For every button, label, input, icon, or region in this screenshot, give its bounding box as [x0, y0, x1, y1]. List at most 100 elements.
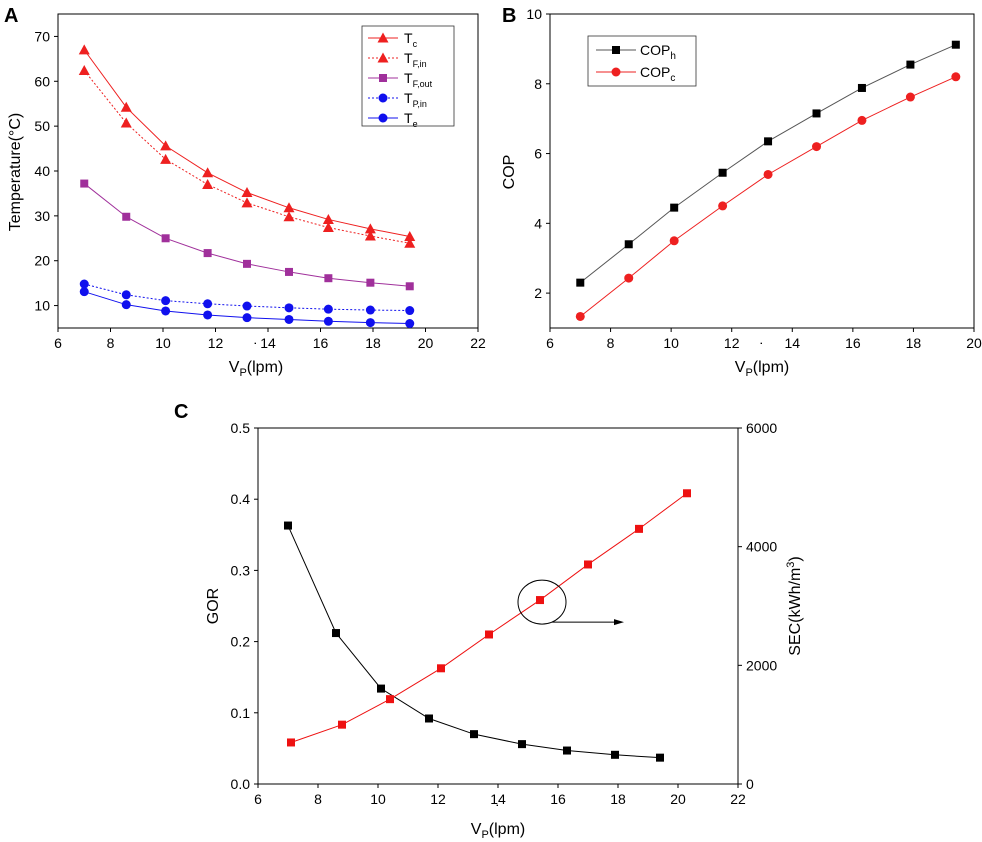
- panel-b-legend-box: [587, 35, 697, 87]
- panel-c-ticks: 6 8 10 12 14 16 18 20 22 0.0 0.1 0.2 0.3 0.4 0.5 0 2000 4…: [231, 420, 778, 807]
- data-point-COPh: [857, 83, 866, 92]
- panel-a-y-tick-label: 70: [34, 28, 50, 44]
- panel-c: C 6 8 10 12 14 16 18 20 22 0.0 0.1 0.2 0.3 0.4 0.5 0 200…: [174, 401, 804, 841]
- panel-a-x-tick-label: 16: [313, 335, 329, 351]
- data-point-TF,out: [161, 234, 170, 243]
- data-point-TP,in: [79, 279, 89, 289]
- panel-c-left-y-axis-label: GOR: [205, 588, 222, 624]
- panel-c-x-tick-label: 18: [610, 791, 626, 807]
- legend-label-Te: Te: [404, 110, 418, 129]
- data-point-COPh: [906, 60, 915, 69]
- panel-b-y-axis-label: COP: [501, 155, 518, 190]
- legend-marker-COPh: [612, 46, 620, 54]
- panel-b-plot-frame: [549, 13, 975, 329]
- panel-a-legend-box: [361, 25, 455, 127]
- data-point-Tc: [283, 202, 295, 213]
- annotation-arrow-head: [614, 619, 624, 626]
- panel-c-x-tick-label: 22: [730, 791, 746, 807]
- data-point-TF,in: [120, 117, 132, 128]
- panel-c-annotation: [517, 579, 624, 626]
- data-point-TP,in: [365, 305, 375, 315]
- data-point-GOR: [284, 521, 292, 530]
- data-point-SEC: [437, 664, 445, 673]
- panel-c-y-right-tick-label: 6000: [746, 420, 777, 436]
- panel-a-x-axis-label: VP(lpm): [229, 359, 283, 379]
- panel-a-letter: A: [4, 5, 18, 27]
- data-point-COPc: [812, 142, 822, 152]
- panel-a-x-tick-label: 18: [365, 335, 381, 351]
- data-point-TF,in: [78, 65, 90, 76]
- data-point-TP,in: [323, 304, 333, 314]
- data-point-COPh: [951, 40, 960, 49]
- data-point-Tc: [404, 230, 416, 241]
- data-point-TF,in: [241, 197, 253, 208]
- legend-label-COPc: COPc: [640, 64, 675, 84]
- panel-a-ticks: 6 8 10 12 14 16 18 20 22 10 20 30 40 50 60 70: [34, 28, 486, 351]
- data-point-TF,out: [366, 278, 375, 287]
- legend-marker-TP,in: [378, 93, 388, 103]
- data-point-TP,in: [121, 290, 131, 300]
- data-point-GOR: [425, 714, 433, 723]
- panel-b-x-axis-label: VP(lpm): [735, 359, 789, 379]
- data-point-Te: [365, 318, 375, 328]
- data-point-SEC: [584, 560, 592, 569]
- data-point-GOR: [611, 750, 619, 759]
- panel-c-x-tick-label: 20: [670, 791, 686, 807]
- data-point-COPc: [669, 236, 679, 246]
- panel-a-y-tick-label: 50: [34, 118, 50, 134]
- data-point-TF,in: [160, 153, 172, 164]
- data-point-Te: [203, 310, 213, 320]
- panel-b-y-tick-label: 4: [534, 215, 542, 231]
- panel-a-y-tick-label: 20: [34, 253, 50, 269]
- data-point-COPh: [576, 278, 585, 287]
- data-point-TF,out: [122, 212, 131, 221]
- legend-label-Tc: Tc: [404, 30, 418, 49]
- legend-marker-TF,out: [379, 74, 387, 82]
- panel-c-y-left-tick-label: 0.5: [231, 420, 251, 436]
- data-point-Tc: [120, 101, 132, 112]
- data-point-COPc: [763, 169, 773, 179]
- panel-a-x-tick-label: 22: [470, 335, 486, 351]
- panel-b-x-tick-label: 8: [607, 335, 615, 351]
- panel-c-y-right-tick-label: 4000: [746, 539, 777, 555]
- panel-b-x-tick-label: 20: [966, 335, 982, 351]
- data-point-GOR: [656, 753, 664, 762]
- series-line-TF,in: [83, 70, 410, 244]
- panel-c-y-left-tick-label: 0.4: [231, 491, 251, 507]
- data-point-TF,out: [203, 249, 212, 258]
- panel-c-series: [284, 489, 691, 762]
- panel-a-y-tick-label: 10: [34, 298, 50, 314]
- panel-a-y-tick-label: 60: [34, 73, 50, 89]
- data-point-Te: [284, 314, 294, 324]
- data-point-TP,in: [405, 306, 415, 316]
- data-point-TF,out: [285, 267, 293, 276]
- series-line-COPc: [579, 76, 957, 317]
- panel-c-x-tick-label: 12: [430, 791, 446, 807]
- data-point-SEC: [338, 720, 346, 729]
- panel-b-x-tick-label: 12: [724, 335, 740, 351]
- panel-b-x-tick-label: 10: [663, 335, 679, 351]
- annotation-circle: [517, 579, 567, 625]
- legend-marker-Tc: [377, 32, 389, 43]
- legend-label-COPh: COPh: [640, 42, 676, 62]
- data-point-TF,in: [322, 222, 334, 233]
- panel-c-y-right-tick-label: 2000: [746, 657, 777, 673]
- series-line-Tc: [83, 49, 410, 237]
- data-point-COPh: [812, 109, 821, 118]
- series-line-SEC: [290, 492, 688, 743]
- data-point-Tc: [160, 140, 172, 151]
- data-point-GOR: [377, 684, 385, 693]
- data-point-COPc: [905, 92, 915, 102]
- data-point-TF,in: [283, 211, 295, 222]
- data-point-Te: [405, 319, 415, 329]
- data-point-TP,in: [242, 301, 252, 311]
- panel-b-x-dot: ˙: [759, 341, 764, 358]
- data-point-SEC: [683, 489, 691, 498]
- panel-c-plot-frame: [257, 427, 739, 785]
- panel-b-x-tick-label: 18: [906, 335, 922, 351]
- data-point-Tc: [322, 213, 334, 224]
- panel-c-y-left-tick-label: 0.1: [231, 705, 251, 721]
- panel-b-letter: B: [502, 5, 516, 27]
- legend-label-TF,out: TF,out: [404, 70, 433, 89]
